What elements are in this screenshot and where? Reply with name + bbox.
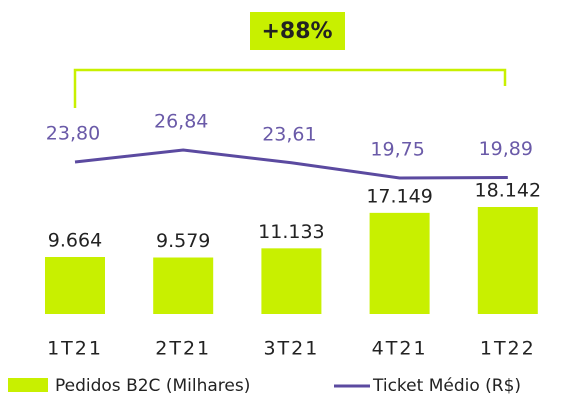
bar-label: 11.133 [258,221,324,243]
line-label: 19,89 [479,138,533,160]
legend-label: Ticket Médio (R$) [372,376,521,396]
bar-label: 18.142 [475,180,541,202]
line-label: 26,84 [154,110,208,132]
x-tick-label: 3T21 [263,338,319,360]
bar [45,257,105,314]
line [74,148,508,180]
legend-label: Pedidos B2C (Milhares) [55,376,250,396]
line-label: 23,80 [46,123,100,145]
bar-label: 9.579 [156,230,210,252]
x-tick-label: 1T21 [47,338,103,360]
legend-swatch [8,378,48,392]
bar [477,207,538,314]
bar [261,248,322,314]
bar [369,212,430,314]
line-label: 23,61 [262,123,316,145]
bar-label: 9.664 [48,230,102,252]
x-tick-label: 4T21 [372,338,428,360]
annotation-box [250,12,345,50]
x-tick-label: 1T22 [480,338,536,360]
x-tick-label: 2T21 [155,338,211,360]
bar-label: 17.149 [366,185,432,207]
bar [153,257,214,314]
annotation: +88% [261,19,332,44]
annotation-bracket [73,68,507,108]
line-label: 19,75 [370,139,424,161]
